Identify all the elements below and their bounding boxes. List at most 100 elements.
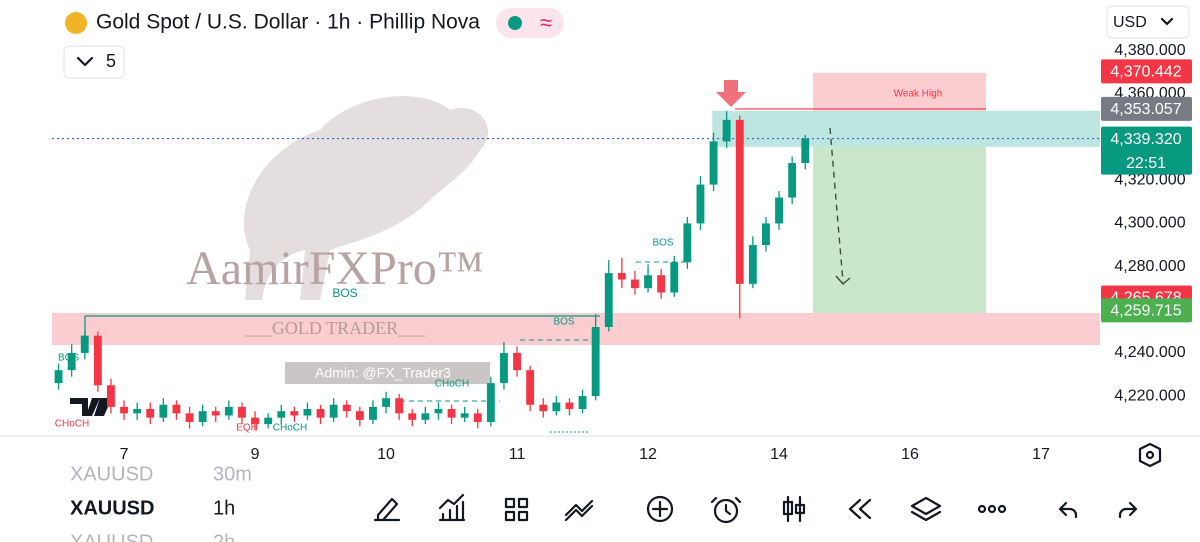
add-plus	[651, 500, 669, 518]
price-label-box	[1101, 298, 1192, 323]
symbol-interval[interactable]: 2h	[213, 531, 235, 542]
y-tick-label: 4,280.000	[1114, 258, 1185, 275]
undo-button[interactable]	[1058, 501, 1078, 519]
templates-tool[interactable]	[504, 497, 529, 522]
status-badge[interactable]	[496, 8, 564, 38]
symbol-name[interactable]: XAUUSD	[70, 463, 153, 485]
symbol-interval[interactable]: 1h	[213, 497, 235, 519]
annotation: CHoCH	[435, 379, 469, 390]
chart-area: AamirFXPro™ ___GOLD TRADER___ Admin: @FX…	[52, 72, 1100, 434]
candle-body	[224, 406, 233, 416]
candle-body	[722, 119, 731, 142]
x-tick-label: 10	[377, 446, 395, 463]
candle-body	[303, 409, 312, 416]
symbol-icon	[65, 12, 87, 34]
candle-body	[513, 352, 521, 371]
candle-body	[185, 413, 194, 422]
candle-body	[54, 370, 63, 384]
candle-body	[120, 406, 128, 414]
chevron	[1160, 17, 1174, 26]
candle-body	[604, 273, 613, 328]
price-label-box	[1101, 96, 1192, 121]
zone	[813, 146, 987, 313]
replay-tool[interactable]	[848, 498, 872, 520]
candle-body	[395, 398, 404, 414]
candle-body	[762, 223, 770, 246]
tradingview-logo	[70, 398, 112, 416]
candle-body	[67, 352, 76, 371]
indicators-tool[interactable]	[438, 493, 466, 522]
annotation: CHoCH	[55, 419, 89, 430]
annotation: BOS	[332, 286, 357, 300]
candle-body	[788, 163, 797, 198]
compare-tool[interactable]	[564, 499, 594, 522]
candle-body	[709, 141, 718, 185]
symbol-name[interactable]: XAUUSD	[70, 497, 154, 519]
more-dot	[997, 504, 1007, 514]
annotation: BOS	[652, 238, 673, 249]
watermark-tagline: ___GOLD TRADER___	[244, 318, 426, 338]
more-dot[interactable]	[977, 504, 987, 514]
settings-button[interactable]	[1138, 442, 1162, 468]
candle-body	[696, 184, 705, 224]
currency-select[interactable]	[1106, 5, 1190, 39]
price-label: 4,353.057	[1110, 101, 1181, 118]
candle-body	[369, 406, 377, 420]
alert-tool[interactable]	[713, 498, 739, 524]
candle-body	[447, 409, 456, 418]
delay-icon: ≈	[540, 10, 552, 35]
draw-tool[interactable]	[373, 497, 401, 522]
symbol-name[interactable]: XAUUSD	[70, 531, 153, 542]
indicator-toggle[interactable]	[63, 45, 125, 79]
toolbar	[373, 493, 1138, 524]
candle-body	[539, 404, 548, 412]
x-tick-label: 7	[120, 446, 129, 463]
more-dot	[987, 504, 997, 514]
candle-body	[342, 404, 351, 412]
candle-body	[486, 383, 495, 422]
candle-body	[500, 352, 508, 384]
candle-body	[107, 385, 115, 407]
candle-body	[329, 404, 338, 418]
market-open-dot	[508, 16, 522, 30]
y-tick-label: 4,380.000	[1114, 42, 1185, 59]
candle-body	[473, 413, 482, 422]
candle-body	[657, 275, 666, 293]
watermark-brand: AamirFXPro™	[186, 242, 484, 295]
chart-type-tool[interactable]	[782, 495, 806, 523]
candle-body	[408, 413, 417, 420]
candle-body	[316, 409, 325, 418]
candle-body	[290, 411, 299, 416]
bull-logo	[243, 96, 489, 300]
candle-body	[775, 197, 783, 224]
candle-body	[683, 223, 692, 263]
candle-body	[526, 370, 535, 405]
candle-body	[211, 411, 220, 416]
x-tick-label: 12	[639, 446, 657, 463]
redo-button[interactable]	[1118, 501, 1138, 519]
zone	[712, 110, 1100, 147]
candle-body	[264, 417, 273, 425]
y-tick-label: 4,240.000	[1114, 344, 1185, 361]
candle-body	[277, 411, 286, 418]
candle-body	[578, 396, 587, 410]
candle-body	[748, 245, 757, 284]
x-tick-label: 11	[509, 446, 526, 463]
y-tick-label: 4,320.000	[1114, 171, 1185, 188]
candle-body	[172, 404, 181, 414]
annotation: BOS	[553, 317, 574, 328]
candle-body	[93, 335, 102, 386]
add-button[interactable]	[646, 495, 674, 523]
admin-banner	[285, 362, 490, 384]
layers-tool[interactable]	[910, 496, 942, 522]
price-label: 4,339.320	[1110, 131, 1181, 148]
symbol-interval[interactable]: 30m	[213, 463, 252, 485]
settings-dot	[1145, 450, 1155, 460]
candle-body	[133, 409, 142, 414]
candle-body	[631, 279, 639, 289]
candle-body	[801, 138, 810, 164]
symbol-title[interactable]: Gold Spot / U.S. Dollar · 1h · Phillip N…	[96, 11, 480, 34]
x-tick-label: 16	[901, 446, 919, 463]
